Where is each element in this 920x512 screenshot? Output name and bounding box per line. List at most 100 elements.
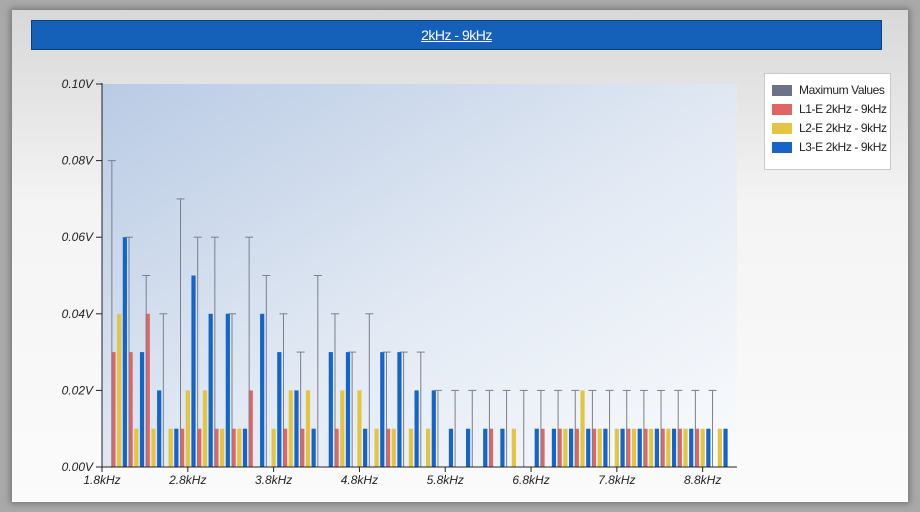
bar-3-1[interactable] <box>139 352 145 467</box>
bar-2-1[interactable] <box>134 428 139 467</box>
x-tick-label-3: 4.8kHz <box>341 473 378 487</box>
bar-2-29[interactable] <box>614 428 619 467</box>
bar-2-2[interactable] <box>151 428 156 467</box>
bar-3-24[interactable] <box>534 428 539 467</box>
bar-2-6[interactable] <box>220 428 225 467</box>
y-tick-label-5: 0.10V <box>62 77 94 91</box>
bar-2-31[interactable] <box>649 428 654 467</box>
legend-item-l3-e: L3-E 2kHz - 9kHz <box>772 139 887 155</box>
bar-1-2[interactable] <box>145 313 150 467</box>
bar-1-32[interactable] <box>660 428 665 467</box>
bar-3-22[interactable] <box>500 428 505 467</box>
bar-2-5[interactable] <box>202 390 208 467</box>
bar-2-14[interactable] <box>357 390 362 467</box>
bar-3-3[interactable] <box>174 428 179 467</box>
bar-1-13[interactable] <box>334 428 339 467</box>
bar-2-23[interactable] <box>511 428 516 467</box>
bar-1-30[interactable] <box>626 428 631 467</box>
bar-2-26[interactable] <box>563 428 568 467</box>
chart-title[interactable]: 2kHz - 9kHz <box>31 20 882 50</box>
bar-1-8[interactable] <box>248 390 253 467</box>
bar-3-29[interactable] <box>620 428 625 467</box>
bar-1-27[interactable] <box>574 428 579 467</box>
y-tick-label-0: 0.00V <box>62 460 94 474</box>
bar-3-32[interactable] <box>671 428 677 467</box>
x-tick-label-5: 6.8kHz <box>512 473 549 487</box>
bar-3-33[interactable] <box>689 428 694 467</box>
bar-3-27[interactable] <box>586 428 591 467</box>
bar-1-10[interactable] <box>282 428 288 467</box>
bar-2-30[interactable] <box>631 428 637 467</box>
bar-2-27[interactable] <box>580 390 585 467</box>
bar-3-6[interactable] <box>225 313 230 467</box>
bar-2-28[interactable] <box>597 428 602 467</box>
y-tick-label-4: 0.08V <box>62 154 94 168</box>
bar-1-33[interactable] <box>677 428 682 467</box>
bar-1-25[interactable] <box>540 428 545 467</box>
bar-1-34[interactable] <box>694 428 700 467</box>
bar-3-5[interactable] <box>208 313 213 467</box>
bar-3-26[interactable] <box>568 428 574 467</box>
legend-item-l1-e: L1-E 2kHz - 9kHz <box>772 101 887 117</box>
bar-2-7[interactable] <box>237 428 242 467</box>
bar-3-13[interactable] <box>345 352 351 467</box>
bar-2-4[interactable] <box>185 390 190 467</box>
legend-item-maximum-values: Maximum Values <box>772 82 885 98</box>
y-tick-label-3: 0.06V <box>62 230 94 244</box>
bar-1-22[interactable] <box>488 428 494 467</box>
bar-3-18[interactable] <box>431 390 436 467</box>
bar-1-28[interactable] <box>591 428 597 467</box>
bar-1-11[interactable] <box>300 428 305 467</box>
bar-1-7[interactable] <box>231 428 236 467</box>
x-tick-label-6: 7.8kHz <box>598 473 635 487</box>
bar-2-0[interactable] <box>117 313 122 467</box>
bar-3-25[interactable] <box>551 428 557 467</box>
bar-1-5[interactable] <box>197 428 202 467</box>
bar-3-19[interactable] <box>448 428 454 467</box>
bar-1-6[interactable] <box>214 428 219 467</box>
bar-3-17[interactable] <box>414 390 419 467</box>
bar-2-15[interactable] <box>374 428 379 467</box>
bar-3-15[interactable] <box>380 352 385 467</box>
bar-2-35[interactable] <box>717 428 722 467</box>
bar-3-14[interactable] <box>363 428 368 467</box>
bar-3-35[interactable] <box>723 428 728 467</box>
bar-3-30[interactable] <box>637 428 642 467</box>
bar-2-34[interactable] <box>700 428 705 467</box>
bar-3-7[interactable] <box>242 428 248 467</box>
x-tick-label-2: 3.8kHz <box>255 473 292 487</box>
bar-2-33[interactable] <box>683 428 688 467</box>
bar-1-16[interactable] <box>385 428 391 467</box>
bar-2-18[interactable] <box>425 428 431 467</box>
legend-swatch-l1-e <box>772 103 792 115</box>
bar-2-16[interactable] <box>391 428 396 467</box>
bar-1-4[interactable] <box>180 428 185 467</box>
bar-3-0[interactable] <box>122 237 127 467</box>
bar-3-8[interactable] <box>260 313 265 467</box>
bar-1-1[interactable] <box>128 352 133 467</box>
bar-3-2[interactable] <box>157 390 162 467</box>
bar-2-32[interactable] <box>666 428 671 467</box>
bar-1-26[interactable] <box>557 428 562 467</box>
bar-3-9[interactable] <box>277 352 282 467</box>
bar-3-11[interactable] <box>311 428 316 467</box>
bar-2-10[interactable] <box>288 390 293 467</box>
bar-2-13[interactable] <box>340 390 345 467</box>
bar-1-31[interactable] <box>643 428 648 467</box>
bar-3-4[interactable] <box>191 275 196 468</box>
bar-3-20[interactable] <box>466 428 471 467</box>
bar-2-9[interactable] <box>271 428 276 467</box>
bar-3-10[interactable] <box>294 390 299 467</box>
bar-1-0[interactable] <box>111 352 116 467</box>
bar-3-34[interactable] <box>706 428 711 467</box>
bars-group <box>111 237 728 468</box>
bar-2-17[interactable] <box>408 428 414 467</box>
bar-2-11[interactable] <box>305 390 311 467</box>
bar-3-21[interactable] <box>483 428 488 467</box>
bar-3-12[interactable] <box>328 352 333 467</box>
bar-3-31[interactable] <box>654 428 659 467</box>
axes-group: 0.00V 0.02V 0.04V 0.06V 0.08V 0.10V 1.8kHz 2.8k… <box>62 77 737 487</box>
bar-2-3[interactable] <box>168 428 173 467</box>
bar-3-28[interactable] <box>603 428 608 467</box>
bar-3-16[interactable] <box>397 352 402 467</box>
